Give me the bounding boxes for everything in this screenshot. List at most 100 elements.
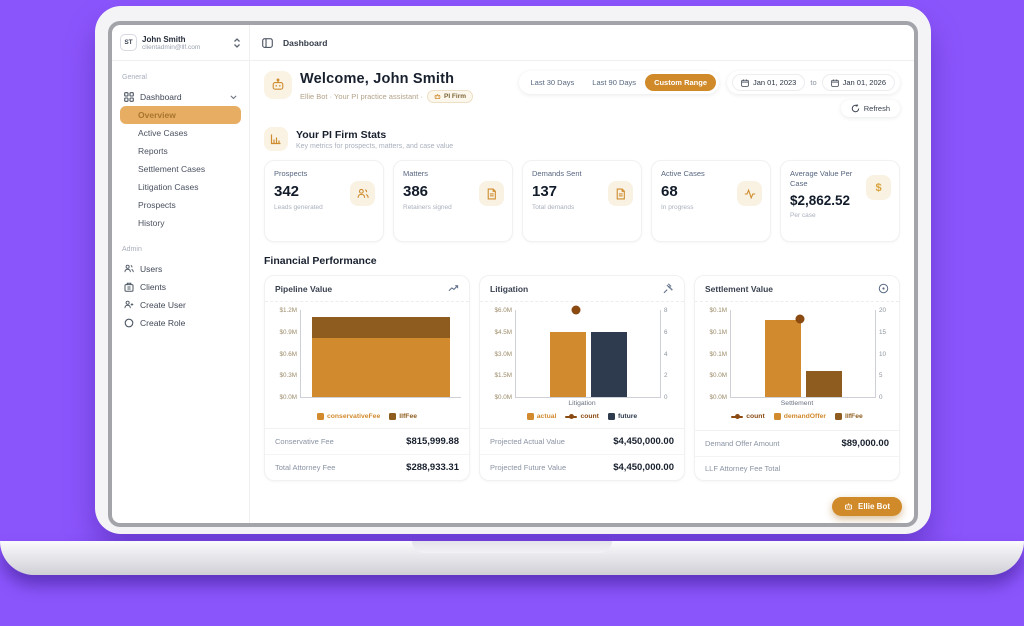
last-90-days-button[interactable]: Last 90 Days (592, 78, 637, 87)
sidebar-item-label: Create Role (140, 318, 186, 328)
ellie-bot-button[interactable]: Ellie Bot (831, 497, 902, 516)
y-tick: $3.0M (494, 350, 512, 358)
user-name: John Smith (142, 34, 186, 44)
stat-title: Matters (403, 169, 429, 178)
settlement-value-card: Settlement Value $0.1M $0.1M $0.1M $0.0M $0.… (694, 275, 900, 481)
stat-title: Average Value Per Case (790, 169, 853, 188)
file-icon (608, 181, 633, 206)
legend-demandOffer[interactable]: demandOffer (773, 413, 826, 420)
metric-row: Total Attorney Fee $288,933.31 (265, 454, 469, 480)
y-axis-left: $1.2M $0.9M $0.6M $0.3M $0.0M (273, 307, 300, 401)
bar-actual[interactable] (549, 332, 586, 397)
metric-label: Total Attorney Fee (275, 463, 336, 472)
bar-llfFee[interactable] (805, 370, 842, 397)
bar-demandOffer[interactable] (764, 319, 801, 397)
date-from-field[interactable]: Jan 01, 2023 (731, 74, 806, 91)
sidebar-item-create-role[interactable]: Create Role (120, 314, 241, 332)
legend-actual[interactable]: actual (526, 413, 556, 420)
sidebar-toggle-icon[interactable] (262, 37, 273, 48)
stat-card-active-cases[interactable]: Active Cases 68 In progress (651, 160, 771, 242)
plot-area (300, 310, 461, 398)
litigation-card: Litigation $6.0M $4.5M $3.0M $1.5M $0.0M (479, 275, 685, 481)
chevron-updown-icon[interactable] (233, 38, 241, 48)
legend-future[interactable]: future (607, 413, 637, 420)
legend-conservativeFee[interactable]: conservativeFee (316, 413, 380, 420)
y-axis-left: $0.1M $0.1M $0.1M $0.0M $0.0M (703, 307, 730, 401)
bar-conservativeFee[interactable] (312, 337, 450, 397)
activity-icon (737, 181, 762, 206)
file-icon (479, 181, 504, 206)
count-dot[interactable] (795, 314, 805, 324)
y-tick: $0.9M (279, 328, 297, 336)
y-tick: 2 (664, 372, 668, 380)
stat-card-prospects[interactable]: Prospects 342 Leads generated (264, 160, 384, 242)
y-tick: $0.3M (279, 372, 297, 380)
sidebar-item-active-cases[interactable]: Active Cases (138, 128, 188, 138)
plot-area (515, 305, 661, 398)
sidebar-item-prospects[interactable]: Prospects (138, 200, 176, 210)
metric-label: LLF Attorney Fee Total (705, 464, 781, 473)
date-range-picker: Jan 01, 2023 to Jan 01, 2026 (726, 71, 900, 94)
bar-llfFee[interactable] (312, 316, 450, 338)
pi-firm-badge[interactable]: PI Firm (426, 90, 474, 103)
legend-llfFee[interactable]: llfFee (389, 413, 417, 420)
sidebar-item-label: Clients (140, 282, 166, 292)
sidebar-item-label: Create User (140, 300, 186, 310)
laptop-bezel: ST John Smith clientadmin@llf.com (108, 21, 918, 527)
y-tick: 15 (879, 328, 887, 336)
sidebar-item-users[interactable]: Users (120, 260, 241, 278)
laptop-notch (412, 541, 612, 553)
sidebar-item-create-user[interactable]: Create User (120, 296, 241, 314)
legend: count demandOffer llfFee (703, 408, 891, 426)
refresh-button[interactable]: Refresh (840, 100, 900, 117)
y-tick: 10 (879, 350, 887, 358)
bot-icon (434, 94, 441, 99)
sidebar-item-clients[interactable]: Clients (120, 278, 241, 296)
stat-value: 386 (403, 182, 429, 200)
y-tick: 6 (664, 328, 668, 336)
y-tick: $6.0M (494, 307, 512, 314)
stat-subtitle: Total demands (532, 203, 575, 211)
legend-llfFee[interactable]: llfFee (835, 413, 863, 420)
y-tick: $0.0M (709, 372, 727, 380)
legend-count[interactable]: count (731, 413, 765, 420)
stat-card-average-value[interactable]: Average Value Per Case $2,862.52 Per cas… (780, 160, 900, 242)
sidebar-item-overview[interactable]: Overview (120, 106, 241, 124)
y-tick: $0.1M (709, 328, 727, 336)
custom-range-button[interactable]: Custom Range (645, 74, 716, 91)
y-axis-right: 8 6 4 2 0 (661, 307, 676, 401)
y-tick: $1.5M (494, 372, 512, 380)
user-menu[interactable]: ST John Smith clientadmin@llf.com (112, 25, 250, 60)
stat-subtitle: In progress (661, 203, 694, 211)
metric-value: $4,450,000.00 (613, 436, 674, 447)
legend-count[interactable]: count (565, 413, 599, 420)
sidebar-item-reports[interactable]: Reports (138, 146, 168, 156)
breadcrumb: Dashboard (283, 37, 328, 48)
sidebar-item-settlement-cases[interactable]: Settlement Cases (138, 164, 206, 174)
plot-area (730, 310, 876, 398)
legend: conservativeFee llfFee (273, 408, 461, 426)
bar-future[interactable] (590, 332, 627, 397)
stat-card-matters[interactable]: Matters 386 Retainers signed (393, 160, 513, 242)
sidebar-item-litigation-cases[interactable]: Litigation Cases (138, 182, 199, 192)
stat-card-demands-sent[interactable]: Demands Sent 137 Total demands (522, 160, 642, 242)
metric-value: $815,999.88 (406, 436, 459, 447)
sidebar-item-dashboard[interactable]: Dashboard (120, 88, 241, 106)
last-30-days-button[interactable]: Last 30 Days (530, 78, 575, 87)
sidebar-item-history[interactable]: History (138, 218, 165, 228)
y-tick: 0 (879, 394, 883, 401)
sidebar-item-label: Users (140, 264, 163, 274)
grid-icon (124, 92, 134, 102)
legend: actual count future (488, 408, 676, 426)
y-tick: $0.0M (494, 394, 512, 401)
y-tick: 4 (664, 350, 668, 358)
count-dot[interactable] (571, 305, 581, 315)
metric-label: Conservative Fee (275, 437, 334, 446)
y-tick: 5 (879, 372, 883, 380)
chevron-down-icon (230, 95, 237, 100)
date-range-segmented-control: Last 30 Days Last 90 Days Custom Range (518, 71, 719, 94)
dashboard-window: ST John Smith clientadmin@llf.com (112, 25, 914, 523)
stat-subtitle: Leads generated (274, 203, 323, 211)
date-to-field[interactable]: Jan 01, 2026 (821, 74, 895, 91)
stat-title: Active Cases (661, 169, 705, 178)
